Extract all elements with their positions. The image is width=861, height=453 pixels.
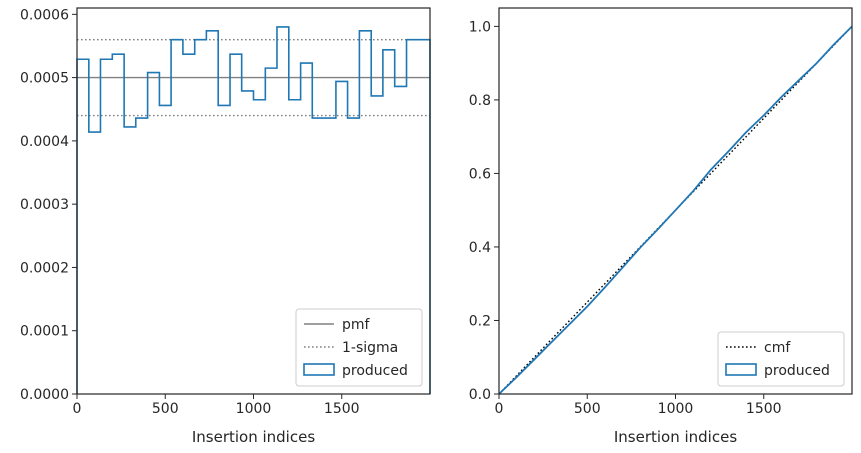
legend-box: [717, 331, 845, 387]
legend-label-1-sigma: 1-sigma: [342, 340, 398, 356]
y-tick-label: 0.0003: [20, 197, 69, 213]
y-tick-label: 0.0002: [20, 260, 69, 276]
x-axis-label: Insertion indices: [614, 428, 737, 446]
y-tick-label: 0.4: [469, 240, 491, 256]
x-tick-label: 500: [152, 401, 179, 417]
series-produced-histogram: [76, 26, 431, 394]
legend-handle-produced: [303, 363, 335, 376]
x-tick-label: 500: [574, 401, 601, 417]
x-tick-label: 1000: [658, 401, 694, 417]
y-tick-label: 0.0004: [20, 134, 69, 150]
legend-handle-produced: [725, 363, 757, 376]
y-tick-label: 0.0001: [20, 324, 69, 340]
series-produced-line: [498, 25, 853, 395]
legend: cmf produced: [717, 331, 845, 387]
y-tick-label: 0.0006: [20, 7, 69, 23]
legend: pmf 1-sigma produced: [295, 308, 423, 387]
legend-label-cmf: cmf: [764, 340, 791, 356]
left-panel-pmf: 0 500 1000 1500 0.0000 0.0001 0.0002 0.0003 0.00…: [20, 7, 431, 446]
y-tick-label: 0.8: [469, 93, 491, 109]
x-tick-label: 1000: [236, 401, 272, 417]
x-axis-label: Insertion indices: [192, 428, 315, 446]
legend-label-produced: produced: [764, 363, 830, 379]
x-tick-label: 1500: [746, 401, 782, 417]
y-tick-label: 1.0: [469, 19, 491, 35]
x-tick-label: 0: [73, 401, 82, 417]
y-tick-label: 0.0000: [20, 387, 69, 403]
y-tick-label: 0.0005: [20, 71, 69, 87]
legend-label-pmf: pmf: [342, 317, 371, 333]
y-tick-label: 0.6: [469, 166, 491, 182]
y-tick-label: 0.2: [469, 313, 491, 329]
legend-label-produced: produced: [342, 363, 408, 379]
x-tick-label: 0: [495, 401, 504, 417]
x-tick-label: 1500: [324, 401, 360, 417]
y-tick-label: 0.0: [469, 387, 491, 403]
series-cmf-line: [498, 25, 853, 395]
legend-box: [295, 308, 423, 387]
right-panel-cmf: 0 500 1000 1500 0.0 0.2 0.4 0.6 0.8 1.0 Insertion …: [469, 7, 853, 446]
